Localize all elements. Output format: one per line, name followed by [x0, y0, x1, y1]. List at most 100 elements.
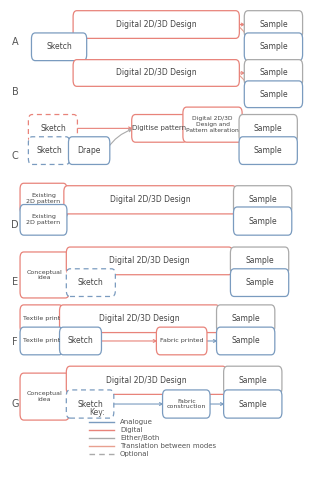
FancyBboxPatch shape [66, 269, 115, 296]
FancyArrowPatch shape [238, 72, 244, 74]
FancyBboxPatch shape [239, 114, 297, 142]
Text: Digital 2D/3D Design: Digital 2D/3D Design [110, 196, 190, 204]
FancyBboxPatch shape [163, 390, 210, 418]
FancyBboxPatch shape [60, 327, 101, 355]
FancyArrowPatch shape [59, 318, 62, 320]
FancyArrowPatch shape [65, 149, 69, 152]
Text: F: F [12, 338, 18, 347]
Text: Sample: Sample [248, 196, 277, 204]
Text: Sample: Sample [248, 216, 277, 226]
FancyArrowPatch shape [79, 26, 84, 44]
Text: Textile print: Textile print [23, 338, 60, 344]
Text: Drape: Drape [78, 146, 101, 155]
FancyBboxPatch shape [20, 305, 63, 332]
Text: Sample: Sample [245, 278, 274, 287]
Text: G: G [11, 400, 19, 409]
Text: Sample: Sample [238, 400, 267, 408]
FancyBboxPatch shape [230, 247, 289, 274]
FancyArrowPatch shape [240, 126, 246, 147]
FancyArrowPatch shape [218, 321, 223, 337]
FancyBboxPatch shape [73, 10, 239, 38]
Text: Sketch: Sketch [77, 400, 103, 408]
Text: C: C [12, 151, 19, 161]
FancyBboxPatch shape [20, 183, 67, 214]
Text: Sketch: Sketch [36, 146, 62, 155]
FancyBboxPatch shape [28, 137, 70, 164]
Text: Sample: Sample [259, 68, 288, 78]
Text: Sample: Sample [254, 124, 283, 133]
Text: Sample: Sample [238, 376, 267, 385]
FancyBboxPatch shape [60, 305, 219, 332]
FancyArrowPatch shape [225, 382, 230, 400]
FancyArrowPatch shape [206, 340, 216, 342]
FancyBboxPatch shape [64, 186, 236, 214]
FancyBboxPatch shape [234, 186, 292, 214]
FancyBboxPatch shape [244, 33, 303, 60]
Text: Translation between modes: Translation between modes [120, 443, 216, 449]
FancyArrowPatch shape [239, 123, 242, 126]
FancyArrowPatch shape [66, 379, 69, 382]
Text: Existing
2D pattern: Existing 2D pattern [26, 214, 61, 225]
Text: Existing
2D pattern: Existing 2D pattern [26, 193, 61, 204]
FancyArrowPatch shape [234, 202, 240, 217]
Text: Digital 2D/3D Design: Digital 2D/3D Design [116, 68, 197, 78]
Text: A: A [12, 38, 19, 48]
FancyBboxPatch shape [217, 305, 275, 332]
Text: B: B [12, 87, 19, 97]
FancyBboxPatch shape [244, 10, 303, 38]
Text: Digital 2D/3D
Design and
Pattern alteration: Digital 2D/3D Design and Pattern alterat… [186, 116, 239, 133]
FancyArrowPatch shape [231, 263, 237, 278]
FancyBboxPatch shape [156, 327, 207, 355]
Text: Optional: Optional [120, 450, 149, 456]
FancyBboxPatch shape [224, 390, 282, 418]
Text: Digitise pattern: Digitise pattern [132, 126, 187, 132]
FancyBboxPatch shape [183, 107, 242, 142]
FancyBboxPatch shape [217, 327, 275, 355]
Text: Sketch: Sketch [40, 124, 66, 133]
FancyBboxPatch shape [20, 373, 69, 420]
FancyBboxPatch shape [132, 114, 187, 142]
Text: Sample: Sample [231, 314, 260, 323]
Text: Digital: Digital [120, 427, 143, 433]
Text: Sample: Sample [259, 42, 288, 51]
FancyBboxPatch shape [20, 327, 63, 355]
Text: Digital 2D/3D Design: Digital 2D/3D Design [99, 314, 180, 323]
Text: Sketch: Sketch [46, 42, 72, 51]
FancyArrowPatch shape [233, 198, 236, 201]
Text: Conceptual
idea: Conceptual idea [27, 391, 62, 402]
FancyArrowPatch shape [113, 402, 162, 406]
Text: Analogue: Analogue [120, 419, 153, 425]
FancyBboxPatch shape [20, 204, 67, 235]
FancyBboxPatch shape [31, 33, 87, 60]
Text: Key:: Key: [89, 408, 105, 416]
FancyArrowPatch shape [209, 402, 223, 406]
FancyBboxPatch shape [224, 366, 282, 394]
FancyArrowPatch shape [238, 26, 249, 43]
FancyArrowPatch shape [108, 129, 132, 148]
FancyArrowPatch shape [77, 127, 131, 130]
Text: Sketch: Sketch [68, 336, 93, 345]
FancyBboxPatch shape [239, 137, 297, 164]
FancyArrowPatch shape [100, 340, 156, 342]
Text: Sketch: Sketch [78, 278, 104, 287]
Text: Digital 2D/3D Design: Digital 2D/3D Design [109, 256, 190, 266]
FancyArrowPatch shape [238, 23, 244, 26]
FancyArrowPatch shape [230, 260, 233, 262]
Text: Fabric
construction: Fabric construction [167, 398, 206, 409]
Text: Digital 2D/3D Design: Digital 2D/3D Design [116, 20, 197, 29]
Text: Digital 2D/3D Design: Digital 2D/3D Design [106, 376, 187, 385]
FancyArrowPatch shape [66, 260, 69, 262]
Text: Either/Both: Either/Both [120, 435, 160, 441]
Text: D: D [11, 220, 19, 230]
Text: Textile print: Textile print [23, 316, 60, 321]
Text: Sample: Sample [254, 146, 283, 155]
FancyBboxPatch shape [73, 60, 239, 86]
FancyBboxPatch shape [66, 247, 233, 274]
FancyArrowPatch shape [182, 127, 186, 130]
FancyBboxPatch shape [244, 60, 303, 86]
FancyBboxPatch shape [66, 366, 226, 394]
FancyBboxPatch shape [28, 114, 78, 142]
FancyArrowPatch shape [59, 340, 62, 342]
Text: Sample: Sample [231, 336, 260, 345]
FancyBboxPatch shape [66, 390, 114, 418]
